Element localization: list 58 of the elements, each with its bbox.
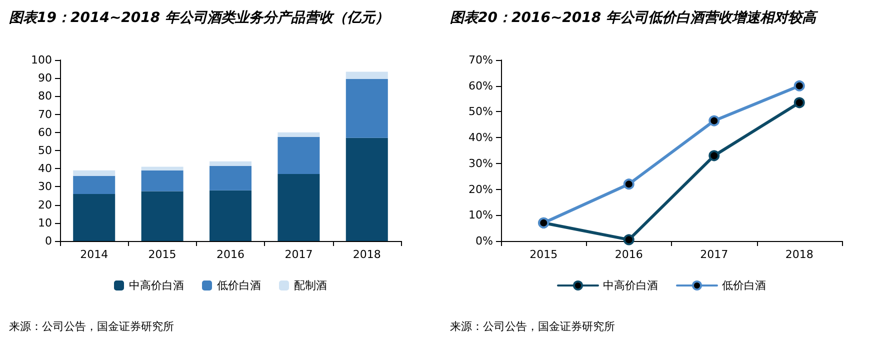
y-tick-label: 40	[38, 162, 52, 176]
y-tick-label: 0	[45, 234, 52, 248]
x-tick-label: 2017	[700, 248, 728, 261]
bar	[210, 166, 252, 190]
y-tick-label: 30%	[468, 156, 493, 170]
x-tick-label: 2016	[216, 248, 244, 261]
point	[623, 234, 634, 246]
y-tick-label: 20	[38, 198, 52, 212]
legend-label: 低价白酒	[217, 279, 261, 292]
y-tick-label: 70	[38, 108, 52, 121]
y-tick-label: 10	[38, 216, 52, 230]
source-note: 来源：公司公告，国金证券研究所	[9, 320, 174, 333]
y-tick-label: 50%	[468, 105, 493, 118]
bar	[73, 194, 116, 241]
y-tick-label: 40%	[468, 131, 493, 144]
bar	[141, 170, 184, 192]
x-tick-label: 2018	[785, 248, 814, 261]
legend-label: 中高价白酒	[129, 279, 184, 292]
legend-label: 中高价白酒	[603, 279, 658, 292]
x-tick-label: 2015	[530, 248, 558, 261]
chart-title: 图表20：2016~2018 年公司低价白酒营收增速相对较高	[450, 9, 820, 26]
x-tick-label: 2016	[614, 248, 643, 261]
bar	[346, 72, 388, 80]
y-tick-label: 90	[38, 72, 52, 85]
y-tick-label: 60	[38, 126, 52, 139]
y-tick-label: 100	[31, 54, 52, 66]
x-tick-label: 2014	[80, 248, 108, 261]
point	[794, 80, 805, 92]
point	[708, 150, 720, 162]
bar	[278, 174, 320, 241]
y-tick-label: 60%	[468, 79, 493, 92]
chart-title: 图表19：2014~2018 年公司酒类业务分产品营收（亿元）	[9, 9, 390, 26]
point	[708, 115, 720, 126]
point	[794, 97, 805, 108]
bar	[141, 166, 184, 170]
source-note: 来源：公司公告，国金证券研究所	[450, 320, 615, 333]
bar	[73, 170, 116, 176]
y-tick-label: 10%	[468, 208, 493, 222]
x-tick-label: 2018	[352, 248, 381, 261]
y-tick-label: 80	[38, 90, 52, 103]
x-tick-label: 2015	[148, 248, 176, 261]
x-tick-label: 2017	[284, 248, 313, 261]
bar	[278, 136, 320, 174]
legend-label: 配制酒	[294, 279, 327, 292]
bar	[141, 191, 184, 241]
bar	[73, 176, 116, 194]
bar	[210, 161, 252, 166]
legend-label: 低价白酒	[722, 279, 766, 292]
y-tick-label: 50	[38, 144, 52, 157]
y-tick-label: 20%	[468, 182, 493, 196]
bar	[346, 79, 388, 138]
y-tick-label: 70%	[468, 54, 493, 66]
bar	[346, 138, 388, 241]
y-tick-label: 30	[38, 180, 52, 194]
bar	[210, 190, 252, 241]
bar	[278, 132, 320, 137]
point	[623, 178, 634, 190]
y-tick-label: 0%	[476, 234, 493, 248]
